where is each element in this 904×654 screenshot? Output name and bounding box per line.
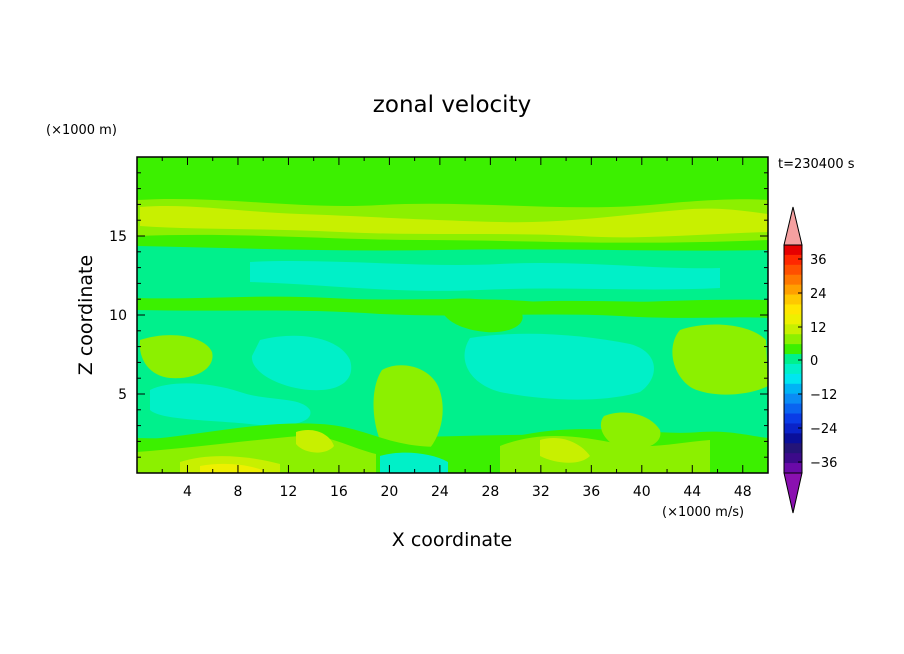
colorbar-tick-label: 24 [810,287,827,302]
blob-green-center [373,365,443,456]
x-tick-label: 40 [633,484,651,500]
y-units-label: (×1000 m) [46,123,117,138]
colorbar-segment [784,274,802,286]
y-axis-label: Z coordinate [75,255,97,375]
x-axis: 4 8 12 16 20 24 28 32 36 40 44 48 [161,157,769,500]
colorbar-tick-label: −24 [810,422,837,437]
colorbar-segment [784,393,802,405]
x-tick-label: 8 [233,484,242,500]
x-tick-label: 4 [183,484,192,500]
colorbar-segment [784,344,802,355]
y-tick-label: 15 [109,229,127,245]
colorbar-segment [784,294,802,305]
x-tick-label: 12 [280,484,298,500]
colorbar-segment [784,264,802,276]
blob-yellow-bottom-mid [540,437,590,463]
colorbar-segment [784,363,802,375]
colorbar-tick-label: −36 [810,456,837,471]
band-top [137,157,768,187]
blob-green-left [139,335,213,379]
colorbar: 36 24 12 0 −12 −24 −36 [783,206,837,514]
x-units-label: (×1000 m/s) [662,505,744,520]
blob-cyan-center [251,335,352,391]
colorbar-segment [784,383,802,395]
colorbar-segment [784,314,802,325]
colorbar-segment [784,304,802,315]
colorbar-segment [784,453,802,464]
band-upper-yellow [140,205,768,238]
blob-cyan-bottom-center [380,452,448,473]
plot-area [137,157,768,473]
colorbar-tick-label: −12 [810,388,837,403]
colorbar-segment [784,443,802,454]
x-axis-label: X coordinate [392,529,512,551]
x-tick-label: 24 [431,484,449,500]
time-label: t=230400 s [778,157,855,172]
colorbar-segment [784,254,802,266]
colorbar-segment [784,284,802,296]
colorbar-segment [784,334,802,345]
blob-yellow-right-low [600,412,661,450]
x-tick-label: 16 [330,484,348,500]
x-tick-label: 44 [683,484,701,500]
y-tick-label: 5 [118,387,127,403]
x-tick-label: 48 [734,484,752,500]
x-tick-label: 36 [582,484,600,500]
blob-green-right [672,324,768,395]
band-green-mid [137,234,768,252]
colorbar-segment [784,433,802,444]
y-axis: 5 10 15 [109,156,768,458]
colorbar-under-arrow [783,472,803,514]
chart-title: zonal velocity [373,92,531,118]
band-cyan-deep-upper [250,261,720,291]
blob-green-midlow [439,298,523,333]
x-tick-label: 28 [481,484,499,500]
colorbar-segment [784,423,802,434]
y-tick-label: 10 [109,308,127,324]
colorbar-tick-label: 12 [810,321,827,336]
colorbar-segment [784,403,802,415]
x-tick-label: 20 [380,484,398,500]
blob-yellow-bottom [200,463,262,473]
colorbar-segment [784,373,802,385]
colorbar-segment [784,324,802,335]
x-tick-label: 32 [532,484,550,500]
blob-cyan-left [150,383,311,426]
colorbar-over-arrow [783,206,803,246]
colorbar-tick-label: 0 [810,354,818,369]
colorbar-frame [783,244,803,474]
colorbar-segment [784,413,802,424]
blob-yellow-left-low [296,429,334,453]
colorbar-tick-label: 36 [810,253,827,268]
colorbar-segment [784,463,802,474]
colorbar-segment [784,354,802,365]
blob-cyan-right [464,333,654,400]
colorbar-segment [784,245,802,256]
